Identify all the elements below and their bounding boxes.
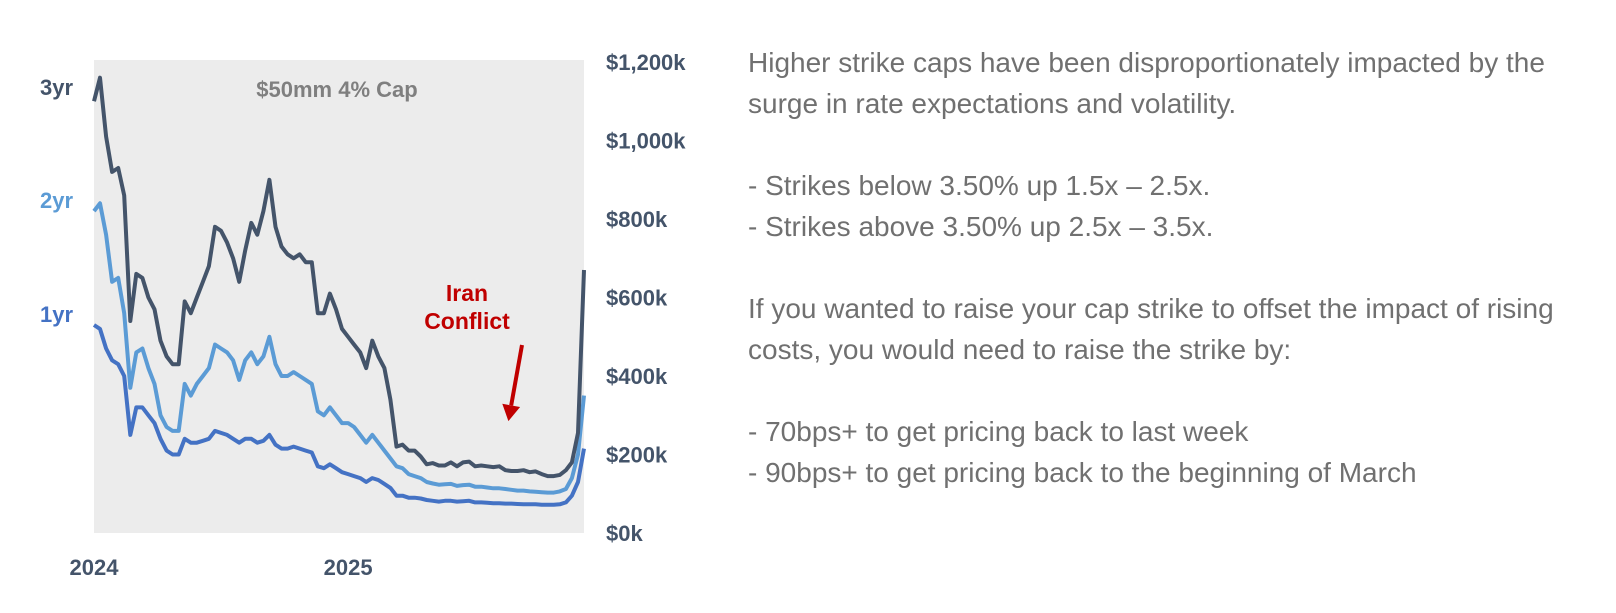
series-label-1yr: 1yr [40, 302, 73, 327]
y-axis-tick-label: $800k [606, 207, 668, 232]
series-line-2yr [92, 201, 586, 495]
bullet-strikes-below: - Strikes below 3.50% up 1.5x – 2.5x. [748, 170, 1211, 201]
series-label-2yr: 2yr [40, 188, 73, 213]
series-line-1yr [92, 323, 586, 507]
x-axis-tick-label: 2024 [70, 555, 120, 580]
y-axis-tick-label: $1,000k [606, 129, 686, 154]
plot-area-background [94, 60, 584, 533]
commentary-panel: Higher strike caps have been disproporti… [748, 42, 1568, 493]
series-line-3yr [92, 75, 586, 479]
annotation-iran: Iran [446, 280, 488, 306]
bullet-strikes-above: - Strikes above 3.50% up 2.5x – 3.5x. [748, 211, 1214, 242]
chart-title: $50mm 4% Cap [256, 77, 417, 102]
y-axis-tick-label: $200k [606, 443, 668, 468]
annotation-conflict: Conflict [424, 308, 510, 334]
chart: $50mm 4% Cap 3yr 2yr 1yr $1,200k $1,000k $80… [40, 50, 686, 580]
raise-strike-text: If you wanted to raise your cap strike t… [748, 293, 1554, 365]
y-axis-tick-label: $0k [606, 521, 643, 546]
annotation-arrowhead [502, 403, 521, 422]
bullet-beginning-march: - 90bps+ to get pricing back to the begi… [748, 457, 1417, 488]
series-label-3yr: 3yr [40, 75, 73, 100]
y-axis-tick-label: $1,200k [606, 50, 686, 75]
bullet-last-week: - 70bps+ to get pricing back to last wee… [748, 416, 1249, 447]
intro-text: Higher strike caps have been disproporti… [748, 47, 1545, 119]
y-axis-tick-label: $400k [606, 364, 668, 389]
y-axis-tick-label: $600k [606, 286, 668, 311]
x-axis-tick-label: 2025 [324, 555, 373, 580]
annotation-arrow [509, 344, 524, 406]
